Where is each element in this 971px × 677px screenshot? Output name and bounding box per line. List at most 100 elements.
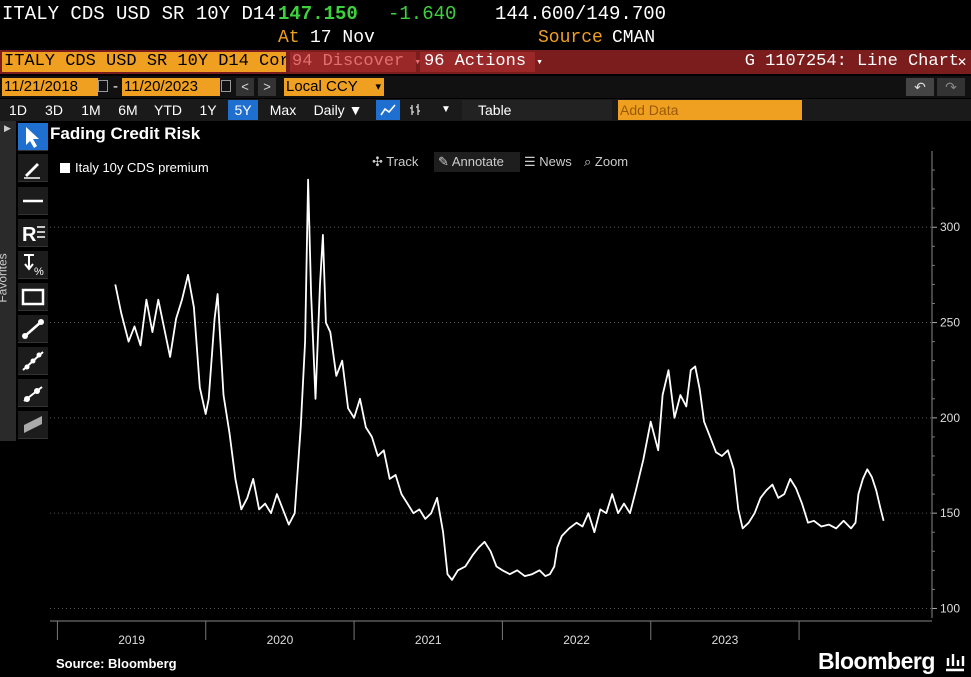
y-tick-label: 100 xyxy=(940,601,960,615)
favorites-strip[interactable]: ▶ Favorites xyxy=(0,121,16,441)
y-tick-label: 250 xyxy=(940,316,960,330)
range-1m[interactable]: 1M xyxy=(81,102,101,118)
pointer-tool[interactable] xyxy=(18,123,48,151)
zoom-icon: ⌕ xyxy=(584,154,592,169)
security-name: ITALY CDS USD SR 10Y D14 xyxy=(2,3,276,25)
chevron-down-icon: ▾ xyxy=(536,57,543,69)
crosshair-icon: ✣ xyxy=(372,154,383,169)
news-label: News xyxy=(539,154,572,169)
band-icon xyxy=(24,416,42,433)
triangle-right-icon: ▶ xyxy=(4,123,11,133)
drawing-toolbar: ▶ Favorites R % xyxy=(0,121,50,621)
bar-chart-icon[interactable] xyxy=(404,100,426,120)
ticker-bar: ITALY CDS USD SR 10Y D14 147.150 -1.640 … xyxy=(0,0,971,28)
horizontal-line-tool[interactable] xyxy=(18,187,48,215)
chart-tools: ✣ Track ✎ Annotate ☰ News ⌕ Zoom xyxy=(368,152,640,172)
band-tool[interactable] xyxy=(18,411,48,439)
track-tool[interactable]: ✣ Track xyxy=(368,152,434,172)
command-bar: ITALY CDS USD SR 10Y D14 Corp 94 Discove… xyxy=(0,50,971,74)
x-tick-label: 2019 xyxy=(118,633,145,647)
chart-title: Fading Credit Risk xyxy=(50,124,201,143)
chevron-down-icon: ▼ xyxy=(348,102,363,118)
add-data-input[interactable]: Add Data xyxy=(618,100,802,120)
y-tick-label: 200 xyxy=(940,411,960,425)
trendline-icon xyxy=(22,319,44,339)
security-input[interactable]: ITALY CDS USD SR 10Y D14 Corp xyxy=(2,52,286,72)
series-line-italy-cds[interactable] xyxy=(114,178,885,581)
svg-text:R: R xyxy=(22,224,37,246)
annotate-label: Annotate xyxy=(451,154,504,169)
actions-button[interactable]: 96 Actions ▾ xyxy=(420,52,543,72)
range-5y[interactable]: 5Y xyxy=(228,100,258,120)
range-1y[interactable]: 1Y xyxy=(199,102,217,118)
frequency-label: Daily xyxy=(313,102,345,118)
y-tick-label: 300 xyxy=(940,220,960,234)
calendar-icon[interactable] xyxy=(221,80,231,92)
bloomberg-mark-icon xyxy=(946,654,965,672)
frequency-select[interactable]: Daily ▼ xyxy=(306,100,370,120)
price-range: 144.600/149.700 xyxy=(495,3,667,25)
x-tick-label: 2022 xyxy=(563,633,590,647)
pen-tool[interactable] xyxy=(18,154,48,182)
chevron-down-icon: ▾ xyxy=(414,57,422,69)
currency-select[interactable]: Local CCY ▾ xyxy=(284,78,384,96)
x-tick-label: 2021 xyxy=(415,633,442,647)
range-1d[interactable]: 1D xyxy=(9,102,27,118)
at-label: At xyxy=(278,28,300,48)
chart-legend[interactable]: Italy 10y CDS premium xyxy=(60,160,209,175)
redo-icon[interactable]: ↷ xyxy=(937,78,965,96)
pencil-icon xyxy=(24,163,40,179)
range-max[interactable]: Max xyxy=(269,102,297,118)
range-3d[interactable]: 3D xyxy=(45,102,63,118)
x-tick-label: 2023 xyxy=(712,633,739,647)
rectangle-tool[interactable] xyxy=(18,283,48,311)
next-period-button[interactable]: > xyxy=(258,78,276,96)
legend-swatch xyxy=(60,163,70,173)
percent-arrow-icon: % xyxy=(24,254,44,278)
range-6m[interactable]: 6M xyxy=(118,102,138,118)
source-label: Source xyxy=(538,28,603,48)
discover-button[interactable]: 94 Discover ▾ xyxy=(290,52,421,72)
price-change: -1.640 xyxy=(388,3,457,25)
retracement-icon: R xyxy=(22,224,45,246)
channel-tool[interactable] xyxy=(18,347,48,375)
zoom-label: Zoom xyxy=(594,154,629,169)
calendar-icon[interactable] xyxy=(98,80,108,92)
discover-label: 94 Discover xyxy=(292,52,405,71)
prev-period-button[interactable]: < xyxy=(236,78,254,96)
percent-change-tool[interactable]: % xyxy=(18,251,48,279)
last-price: 147.150 xyxy=(278,3,358,25)
news-icon: ☰ xyxy=(524,154,536,169)
bloomberg-logo: Bloomberg xyxy=(818,648,935,674)
range-ytd[interactable]: YTD xyxy=(154,102,182,118)
x-tick-label: 2020 xyxy=(267,633,294,647)
annotate-tool[interactable]: ✎ Annotate xyxy=(434,152,520,172)
actions-label: 96 Actions xyxy=(424,52,527,71)
ray-tool[interactable] xyxy=(18,379,48,407)
line-chart-icon[interactable] xyxy=(376,100,400,120)
date-range-row: 11/21/2018 - 11/20/2023 < > Local CCY ▾ … xyxy=(0,76,971,98)
retracement-tool[interactable]: R xyxy=(18,219,48,247)
end-date-input[interactable]: 11/20/2023 xyxy=(122,78,220,96)
range-selector: 1D 3D 1M 6M YTD 1Y 5Y Max Daily ▼ ▼ Tabl… xyxy=(0,99,971,121)
currency-label: Local CCY xyxy=(286,78,358,95)
chevron-down-icon: ▾ xyxy=(375,81,381,93)
legend-entry: Italy 10y CDS premium xyxy=(75,160,209,175)
at-date: 17 Nov xyxy=(310,28,375,48)
y-tick-label: 150 xyxy=(940,506,960,520)
news-tool[interactable]: ☰ News xyxy=(520,152,582,172)
channel-icon xyxy=(22,351,44,371)
horizontal-line-icon xyxy=(23,199,43,203)
zoom-tool[interactable]: ⌕ Zoom xyxy=(580,152,644,172)
undo-icon[interactable]: ↶ xyxy=(906,78,934,96)
quote-info-row: At 17 Nov Source CMAN xyxy=(0,28,971,50)
table-button[interactable]: Table xyxy=(462,100,612,120)
start-date-input[interactable]: 11/21/2018 xyxy=(2,78,98,96)
close-icon[interactable]: ✕ xyxy=(957,55,968,69)
chevron-down-icon[interactable]: ▼ xyxy=(441,104,451,115)
date-separator: - xyxy=(113,78,118,95)
trendline-tool[interactable] xyxy=(18,315,48,343)
ray-icon xyxy=(23,386,43,402)
svg-text:%: % xyxy=(34,266,44,278)
